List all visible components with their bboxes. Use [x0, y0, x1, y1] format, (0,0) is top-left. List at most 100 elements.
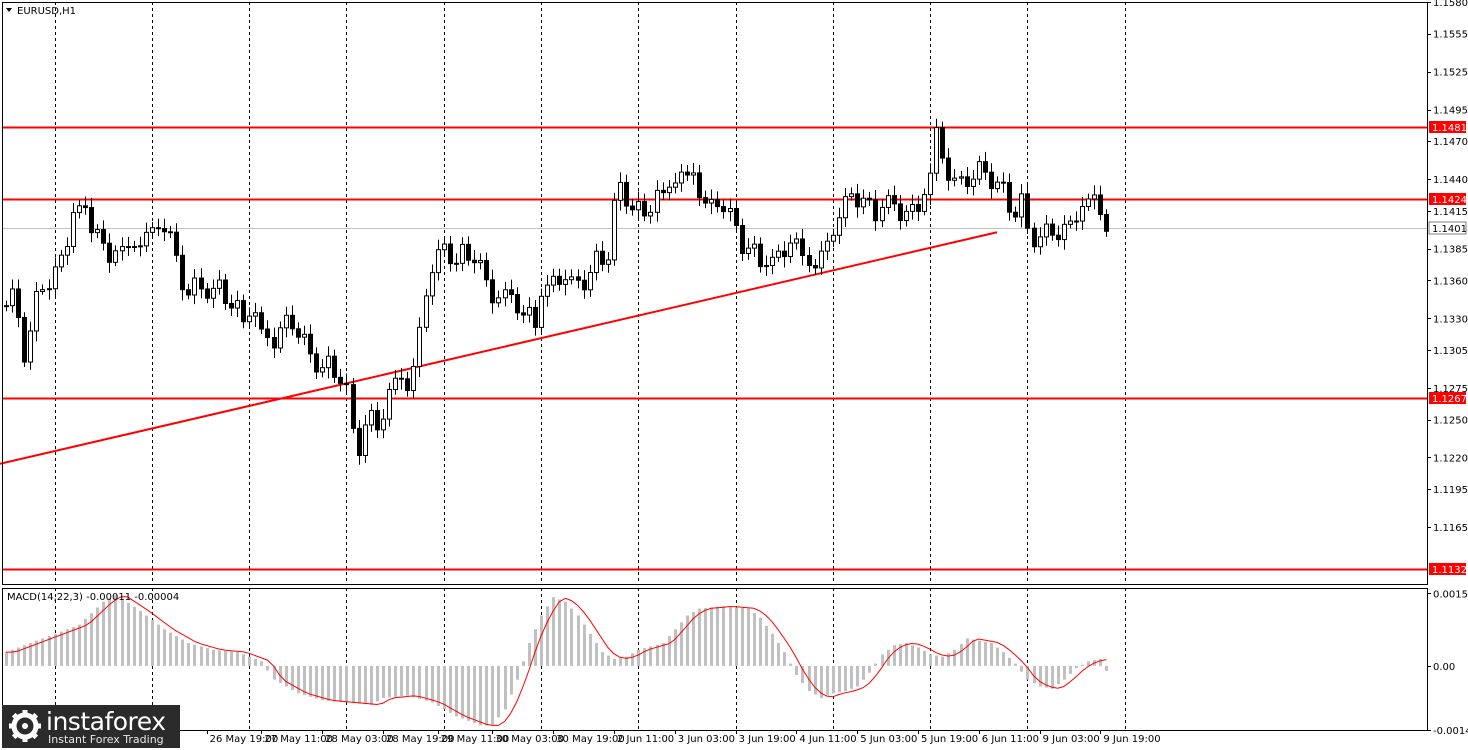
macd-bar [370, 665, 373, 705]
macd-bar [990, 642, 993, 666]
macd-bar [84, 618, 87, 666]
candle-bull [4, 305, 9, 308]
macd-bar [966, 638, 969, 666]
level-price-tag [1429, 392, 1466, 404]
candle-bull [34, 290, 39, 332]
candle-bull [369, 410, 374, 426]
macd-bar [212, 649, 215, 666]
time-label: 3 Jun 03:00 [678, 734, 735, 745]
macd-bar [54, 633, 57, 666]
time-label: 4 Jun 11:00 [799, 734, 856, 745]
macd-bar [771, 633, 774, 666]
macd-bar [388, 665, 391, 698]
watermark-tagline: Instant Forex Trading [48, 733, 164, 746]
candle-bear [661, 189, 666, 194]
candle-bear [448, 243, 453, 265]
candle-bear [162, 228, 167, 233]
candle-bear [873, 199, 878, 222]
macd-bar [133, 606, 136, 666]
macd-bar [552, 597, 555, 666]
candle-bear [22, 316, 27, 363]
candle-bear [332, 355, 337, 378]
candle-bull [928, 172, 933, 196]
macd-bar [145, 615, 148, 666]
macd-bar [206, 648, 209, 666]
candle-bear [484, 259, 489, 281]
macd-bar [911, 645, 914, 666]
macd-label: MACD(14,22,3) -0.00011 -0.00004 [7, 592, 179, 603]
candle-bear [509, 289, 514, 296]
macd-bar [236, 652, 239, 666]
price-tick-label: 1.1330 [1433, 314, 1468, 325]
macd-bar [394, 665, 397, 697]
candle-bear [521, 312, 526, 316]
candle-bear [782, 250, 787, 258]
candle-bull [120, 246, 125, 252]
macd-tick-label: 0.00 [1433, 662, 1455, 673]
candle-bull [959, 176, 964, 179]
macd-bar [1057, 665, 1060, 685]
macd-bar [1105, 665, 1108, 671]
candle-bull [284, 314, 289, 329]
macd-bar [716, 606, 719, 666]
macd-bar [78, 624, 81, 666]
macd-bar [558, 599, 561, 666]
candle-bull [776, 250, 781, 258]
macd-bar [1008, 657, 1011, 666]
candle-bull [71, 212, 76, 248]
macd-bar [753, 613, 756, 666]
candle-bear [126, 246, 131, 249]
macd-bar [795, 665, 798, 676]
candle-bull [503, 289, 508, 299]
time-label: 28 May 03:00 [325, 734, 394, 745]
candle-bear [314, 353, 319, 373]
candle-bull [977, 161, 982, 180]
candle-bull [217, 279, 222, 289]
macd-bar [783, 652, 786, 666]
price-tick-label: 1.1580 [1433, 0, 1468, 9]
candle-bear [229, 302, 234, 309]
instaforex-watermark: instaforex Instant Forex Trading [2, 705, 180, 748]
macd-bar [996, 647, 999, 666]
time-label: 3 Jun 19:00 [739, 734, 796, 745]
candle-bear [241, 300, 246, 323]
macd-bar [151, 620, 154, 666]
macd-bar [315, 665, 318, 699]
symbol-dropdown-icon[interactable] [6, 8, 12, 12]
candle-bull [1062, 223, 1067, 241]
macd-bar [1075, 665, 1078, 669]
macd-bar [90, 613, 93, 666]
macd-bar [157, 624, 160, 666]
macd-bar [35, 640, 38, 666]
symbol-title: EURUSD,H1 [17, 6, 76, 17]
macd-bar [844, 665, 847, 692]
candle-bull [825, 240, 830, 252]
macd-bar [856, 665, 859, 687]
macd-bar [838, 665, 841, 693]
macd-bar [418, 665, 421, 700]
macd-bar [923, 650, 926, 666]
macd-bar [339, 665, 342, 702]
time-label: 6 Jun 11:00 [982, 734, 1039, 745]
candle-bear [272, 336, 277, 349]
macd-bar [686, 615, 689, 666]
macd-bar [303, 665, 306, 696]
macd-bar [443, 665, 446, 710]
candle-bull [247, 315, 252, 323]
candle-bear [357, 427, 362, 456]
candle-bear [734, 208, 739, 227]
candle-bear [576, 276, 581, 281]
macd-panel-frame [2, 588, 1428, 731]
main-panel-frame [2, 2, 1428, 585]
time-label: 29 May 11:00 [441, 734, 510, 745]
macd-bar [601, 652, 604, 666]
candle-bull [59, 254, 64, 268]
level-price-label: 1.1132 [1432, 565, 1467, 576]
candle-bull [837, 217, 842, 236]
candle-bear [405, 378, 410, 392]
macd-bar [698, 608, 701, 666]
macd-bar [309, 665, 312, 697]
candle-bull [618, 181, 623, 201]
